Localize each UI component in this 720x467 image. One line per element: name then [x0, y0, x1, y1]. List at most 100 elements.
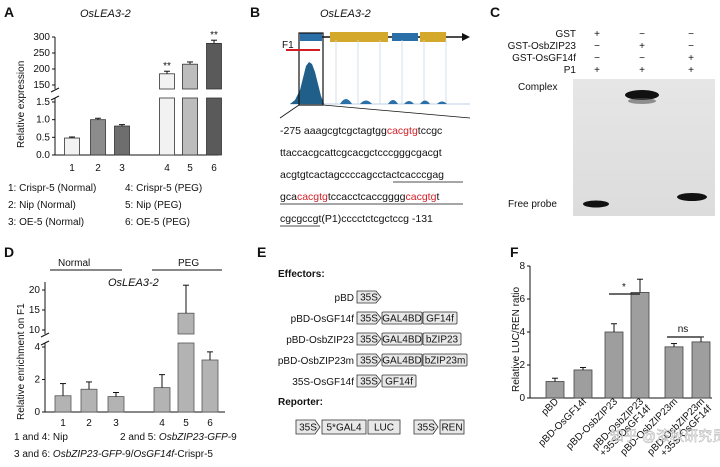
construct-name: pBD-OsGF14f: [291, 314, 355, 325]
promoter-arrow-icon: [356, 353, 382, 367]
panel-a-legend-6: 6: OE-5 (PEG): [125, 217, 190, 228]
construct-box: [381, 332, 423, 346]
panel-d-ytick-label: 10: [29, 325, 41, 336]
reporter-box: [321, 419, 367, 435]
emsa-sign: −: [688, 41, 694, 52]
construct-box-label: GF14f: [426, 314, 454, 325]
panel-d-bar: [107, 396, 125, 413]
panel-f-ylabel: Relative LUC/REN ratio: [511, 287, 522, 392]
panel-a-xtick-label: 4: [164, 163, 170, 174]
panel-a-legend-2: 2: Nip (Normal): [8, 200, 76, 211]
panel-a-bar: [114, 125, 130, 156]
panel-a-legend-3: 3: OE-5 (Normal): [8, 217, 84, 228]
zoom-line-left: [279, 104, 300, 119]
panel-d-bar: [54, 395, 72, 413]
panel-d-xtick-label: 6: [207, 418, 213, 429]
chip-track: F1: [279, 32, 471, 119]
panel-f-bar: [630, 291, 650, 399]
panel-a-ytick-label: 300: [33, 32, 50, 43]
reporter-box-label: REN: [441, 423, 462, 434]
panel-a-label: A: [4, 4, 14, 20]
panel-d-legend-3: 3 and 6: OsbZIP23-GFP-9/OsGF14f-Crispr-5: [14, 449, 213, 460]
panel-a-ytick-label: 150: [33, 80, 50, 91]
panel-a-sig-6: **: [210, 30, 218, 41]
panel-d-bars: [54, 284, 219, 413]
panel-a-bar-lower: [159, 97, 175, 156]
panel-a-bar-lower: [206, 97, 222, 156]
chip-peaks-minor: [340, 99, 447, 104]
panel-a-xtick-label: 5: [187, 163, 193, 174]
panel-e: E Effectors: pBD 35S pBD-OsGF14f 35S GAL4BD G…: [257, 244, 468, 435]
reporter-box: [439, 419, 465, 435]
panel-a-bar: [159, 73, 175, 90]
gene-utr5: [300, 33, 322, 41]
panel-d-group-peg: PEG: [178, 258, 199, 269]
seq-line-2: ttaccacgcattcgcacgctcccgggcgacgt: [280, 147, 442, 159]
panel-d-axes: 0 2 4 10 15 20 1 2 3 4 5 6: [29, 282, 225, 429]
construct-box-label: 35S: [360, 377, 378, 388]
panel-a-ytick-label: 250: [33, 48, 50, 59]
emsa-sign: +: [688, 65, 694, 76]
seq-line-4: gcacacgtgtccacctcaccggggcacgtgt: [280, 191, 439, 203]
construct-name: pBD-OsbZIP23: [286, 335, 354, 346]
emsa-sign: +: [688, 53, 694, 64]
panel-d-legend-1: 1 and 4: Nip: [14, 432, 68, 443]
panel-a-ytick-label: 1.0: [36, 115, 50, 126]
panel-d-ylabel: Relative enrichment on F1: [16, 303, 27, 420]
panel-c: C GST GST-OsbZIP23 GST-OsGF14f P1 + − −− + −…: [490, 4, 715, 216]
construct-box-label: bZIP23: [426, 335, 459, 346]
panel-f-ytick-label: 8: [519, 261, 525, 272]
reporter-box: [367, 419, 401, 435]
panel-a-legend: 1: Crispr-5 (Normal) 4: Crispr-5 (PEG) 2…: [8, 183, 202, 228]
construct-box-label: GAL4BD: [382, 356, 421, 367]
emsa-free-probe-label: Free probe: [508, 199, 557, 210]
gene-utr-mid: [392, 33, 418, 41]
panel-a-legend-5: 5: Nip (PEG): [125, 200, 182, 211]
chip-highlight-box: [298, 32, 324, 106]
reporter-box-label: 35S: [417, 423, 435, 434]
panel-d-bar: [153, 387, 171, 413]
construct-box: [422, 332, 462, 346]
reporter-box-label: 5*GAL4: [326, 423, 361, 434]
emsa-sign: +: [594, 65, 600, 76]
construct-box: [422, 353, 468, 367]
panel-a-bar-lower: [182, 97, 198, 156]
panel-d-bar: [177, 312, 195, 335]
seq-line-1: -275 aaagcgtcgctagtggcacgtgtccgc: [280, 125, 442, 137]
panel-a-bar: [182, 63, 198, 90]
panel-e-constructs: pBD 35S pBD-OsGF14f 35S GAL4BD GF14f pBD-OsbZI…: [278, 290, 468, 388]
panel-a-ytick-label: 0.0: [36, 150, 50, 161]
panel-d-legend-2: 2 and 5: OsbZIP23-GFP-9: [120, 432, 237, 443]
panel-e-reporter-heading: Reporter:: [278, 397, 323, 408]
panel-d-bar: [201, 359, 219, 413]
panel-e-effectors-heading: Effectors:: [278, 269, 325, 280]
panel-a-bar: [206, 43, 222, 90]
promoter-arrow-icon: [356, 290, 382, 304]
promoter-arrow-icon: [295, 419, 321, 435]
panel-f-ytick-label: 0: [519, 393, 525, 404]
reporter-box-label: LUC: [374, 423, 394, 434]
f1-label: F1: [282, 40, 294, 51]
panel-a-xtick-label: 3: [119, 163, 125, 174]
panel-b-title: OsLEA3-2: [320, 8, 371, 20]
panel-d-xtick-label: 4: [159, 418, 165, 429]
panel-a-legend-1: 1: Crispr-5 (Normal): [8, 183, 96, 194]
emsa-sign: −: [639, 53, 645, 64]
construct-name: 35S-OsGF14f: [292, 377, 354, 388]
panel-d-title: OsLEA3-2: [108, 277, 159, 289]
panel-f-bars: [545, 278, 711, 399]
panel-f-sig-ns: ns: [678, 324, 689, 335]
reporter-box-label: 35S: [299, 423, 317, 434]
panel-f-sig-star: *: [622, 282, 626, 293]
construct-box: [381, 353, 423, 367]
panel-d-legend: 1 and 4: Nip 2 and 5: OsbZIP23-GFP-9 3 a…: [14, 432, 237, 460]
promoter-arrow-icon: [356, 311, 382, 325]
emsa-sign: +: [594, 29, 600, 40]
panel-a-axis-break: [50, 87, 60, 93]
panel-f-ytick-label: 4: [519, 327, 525, 338]
panel-f-bar: [604, 331, 624, 399]
panel-a-xtick-label: 2: [95, 163, 101, 174]
construct-box-label: GAL4BD: [382, 335, 421, 346]
construct-box-label: bZIP23m: [425, 356, 466, 367]
